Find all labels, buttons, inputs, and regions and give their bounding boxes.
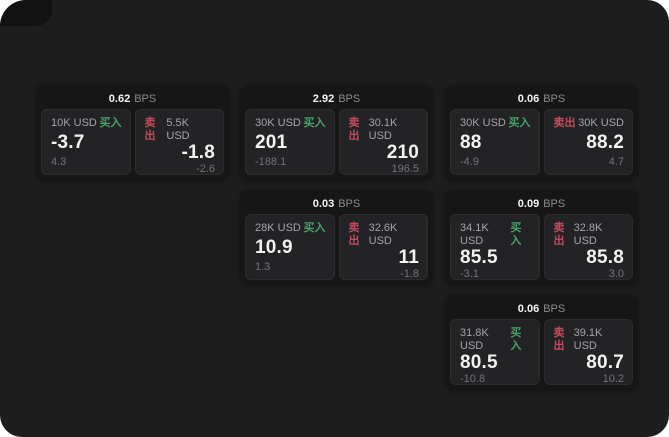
buy-price: -3.7 [51,132,85,153]
sell-side-label: 卖出 [348,222,360,247]
buy-panel[interactable]: 31.8K USD 买入 80.5 -10.8 [450,319,540,385]
spread-header: 0.09 BPS [450,193,633,214]
sell-delta: 3.0 [608,268,624,280]
buy-delta: 4.3 [51,156,67,168]
buy-delta: -10.8 [460,373,486,385]
sell-delta: 10.2 [602,373,624,385]
quote-card: 2.92 BPS 30K USD 买入 201 -188.1 卖出 30.1K … [240,85,433,180]
sell-amount: 32.6K USD [368,222,398,247]
sell-panel[interactable]: 卖出 32.8K USD 85.8 3.0 [543,214,633,280]
buy-delta: -3.1 [460,268,479,280]
sell-panel[interactable]: 卖出 30.1K USD 210 196.5 [338,109,428,175]
buy-price: 88 [460,132,482,153]
sell-side-label: 卖出 [553,327,565,352]
spread-unit-label: BPS [134,92,157,105]
sell-panel[interactable]: 卖出 39.1K USD 80.7 10.2 [543,319,633,385]
buy-amount: 10K USD [51,117,97,129]
sell-price: 80.7 [586,352,624,373]
quote-card: 0.62 BPS 10K USD 买入 -3.7 4.3 卖出 5.5K USD… [36,85,229,180]
buy-price: 201 [255,132,288,153]
quote-card: 0.06 BPS 31.8K USD 买入 80.5 -10.8 卖出 39.1… [445,295,638,390]
sell-amount: 5.5K USD [166,117,190,142]
sell-side-label: 卖出 [553,222,565,247]
sell-amount: 32.8K USD [573,222,603,247]
spread-value: 2.92 [312,92,335,105]
spread-unit-label: BPS [543,92,566,105]
buy-amount: 31.8K USD [460,327,489,352]
buy-panel[interactable]: 30K USD 买入 88 -4.9 [450,109,540,175]
buy-amount: 28K USD [255,222,301,234]
spread-header: 0.06 BPS [450,298,633,319]
buy-price: 85.5 [460,247,498,268]
sell-amount: 39.1K USD [573,327,603,352]
sell-price: -1.8 [181,142,215,163]
spread-unit-label: BPS [543,302,566,315]
spread-value: 0.62 [108,92,131,105]
buy-side-label: 买入 [510,327,522,352]
buy-delta: -188.1 [255,156,287,168]
quote-panels: 31.8K USD 买入 80.5 -10.8 卖出 39.1K USD 80.… [450,319,633,385]
spread-value: 0.09 [517,197,540,210]
sell-amount: 30K USD [578,117,624,129]
buy-panel[interactable]: 10K USD 买入 -3.7 4.3 [41,109,131,175]
sell-price: 85.8 [586,247,624,268]
buy-amount: 30K USD [460,117,506,129]
quote-card: 0.06 BPS 30K USD 买入 88 -4.9 卖出 30K USD 8… [445,85,638,180]
spread-header: 0.03 BPS [245,193,428,214]
quote-panels: 28K USD 买入 10.9 1.3 卖出 32.6K USD 11 -1.8 [245,214,428,280]
quote-panels: 30K USD 买入 88 -4.9 卖出 30K USD 88.2 4.7 [450,109,633,175]
spread-unit-label: BPS [543,197,566,210]
spread-unit-label: BPS [338,92,361,105]
buy-side-label: 买入 [510,222,522,247]
sell-price: 210 [386,142,419,163]
buy-panel[interactable]: 28K USD 买入 10.9 1.3 [245,214,335,280]
top-left-notch [0,0,52,26]
buy-side-label: 买入 [303,222,326,234]
sell-amount: 30.1K USD [368,117,398,142]
buy-delta: -4.9 [460,156,479,168]
buy-panel[interactable]: 30K USD 买入 201 -188.1 [245,109,335,175]
quote-panels: 30K USD 买入 201 -188.1 卖出 30.1K USD 210 1… [245,109,428,175]
spread-value: 0.06 [517,92,540,105]
sell-panel[interactable]: 卖出 30K USD 88.2 4.7 [543,109,633,175]
spread-header: 0.62 BPS [41,88,224,109]
sell-delta: -2.6 [196,163,215,175]
buy-side-label: 买入 [508,117,531,129]
sell-side-label: 卖出 [348,117,360,142]
buy-price: 10.9 [255,237,293,258]
sell-price: 88.2 [586,132,624,153]
buy-price: 80.5 [460,352,498,373]
sell-delta: 196.5 [391,163,419,175]
sell-price: 11 [398,247,419,268]
sell-delta: -1.8 [400,268,419,280]
spread-unit-label: BPS [338,197,361,210]
quote-card: 0.09 BPS 34.1K USD 买入 85.5 -3.1 卖出 32.8K… [445,190,638,285]
sell-panel[interactable]: 卖出 32.6K USD 11 -1.8 [338,214,428,280]
sell-delta: 4.7 [608,156,624,168]
buy-side-label: 买入 [99,117,122,129]
sell-side-label: 卖出 [144,117,156,142]
sell-panel[interactable]: 卖出 5.5K USD -1.8 -2.6 [134,109,224,175]
spread-header: 0.06 BPS [450,88,633,109]
quote-panels: 34.1K USD 买入 85.5 -3.1 卖出 32.8K USD 85.8… [450,214,633,280]
quote-card: 0.03 BPS 28K USD 买入 10.9 1.3 卖出 32.6K US… [240,190,433,285]
spread-value: 0.06 [517,302,540,315]
quote-panels: 10K USD 买入 -3.7 4.3 卖出 5.5K USD -1.8 -2.… [41,109,224,175]
buy-amount: 30K USD [255,117,301,129]
buy-amount: 34.1K USD [460,222,489,247]
spread-header: 2.92 BPS [245,88,428,109]
buy-panel[interactable]: 34.1K USD 买入 85.5 -3.1 [450,214,540,280]
buy-delta: 1.3 [255,261,271,273]
buy-side-label: 买入 [303,117,326,129]
spread-value: 0.03 [312,197,335,210]
sell-side-label: 卖出 [553,117,576,129]
